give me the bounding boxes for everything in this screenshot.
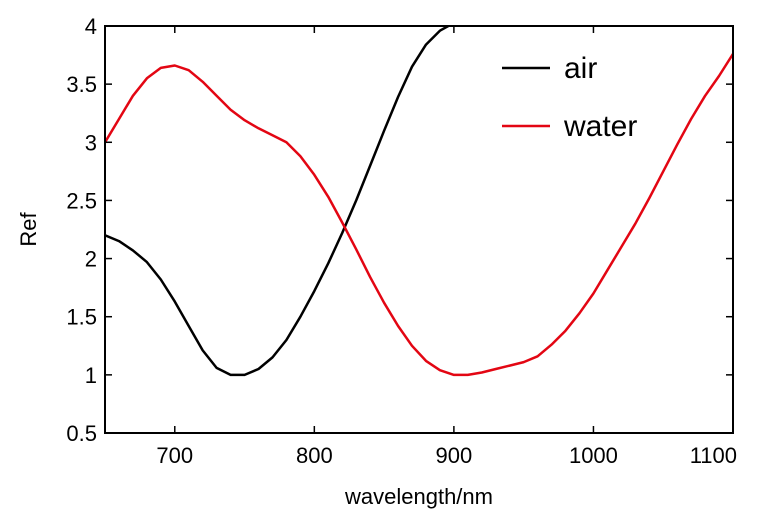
y-tick-label: 2.5 <box>66 188 97 213</box>
plot-frame <box>104 25 734 434</box>
x-tick-label: 1000 <box>569 443 618 468</box>
y-tick-label: 3.5 <box>66 72 97 97</box>
x-tick-label: 1100 <box>690 443 737 468</box>
series-line-air <box>105 26 450 377</box>
x-tick-label: 900 <box>436 443 473 468</box>
ticks-layer: 700 800 900 1000 1100 0.5 1 1.5 2 2.5 3 3.5 4 <box>66 14 737 468</box>
y-tick-label: 1 <box>85 363 97 388</box>
y-tick-label: 3 <box>85 130 97 155</box>
series-layer <box>105 26 733 377</box>
y-tick-label: 1.5 <box>66 305 97 330</box>
y-tick-label: 2 <box>85 247 97 272</box>
x-tick-label: 800 <box>296 443 333 468</box>
y-axis-title: Ref <box>16 212 41 247</box>
series-line-water <box>105 52 733 377</box>
legend-label-air: air <box>564 52 597 85</box>
y-tick-label: 0.5 <box>66 421 97 446</box>
legend-label-water: water <box>563 110 637 143</box>
x-tick-label: 700 <box>156 443 193 468</box>
legend: air water <box>502 52 637 143</box>
y-tick-label: 4 <box>85 14 97 39</box>
x-axis-title: wavelength/nm <box>344 484 493 509</box>
